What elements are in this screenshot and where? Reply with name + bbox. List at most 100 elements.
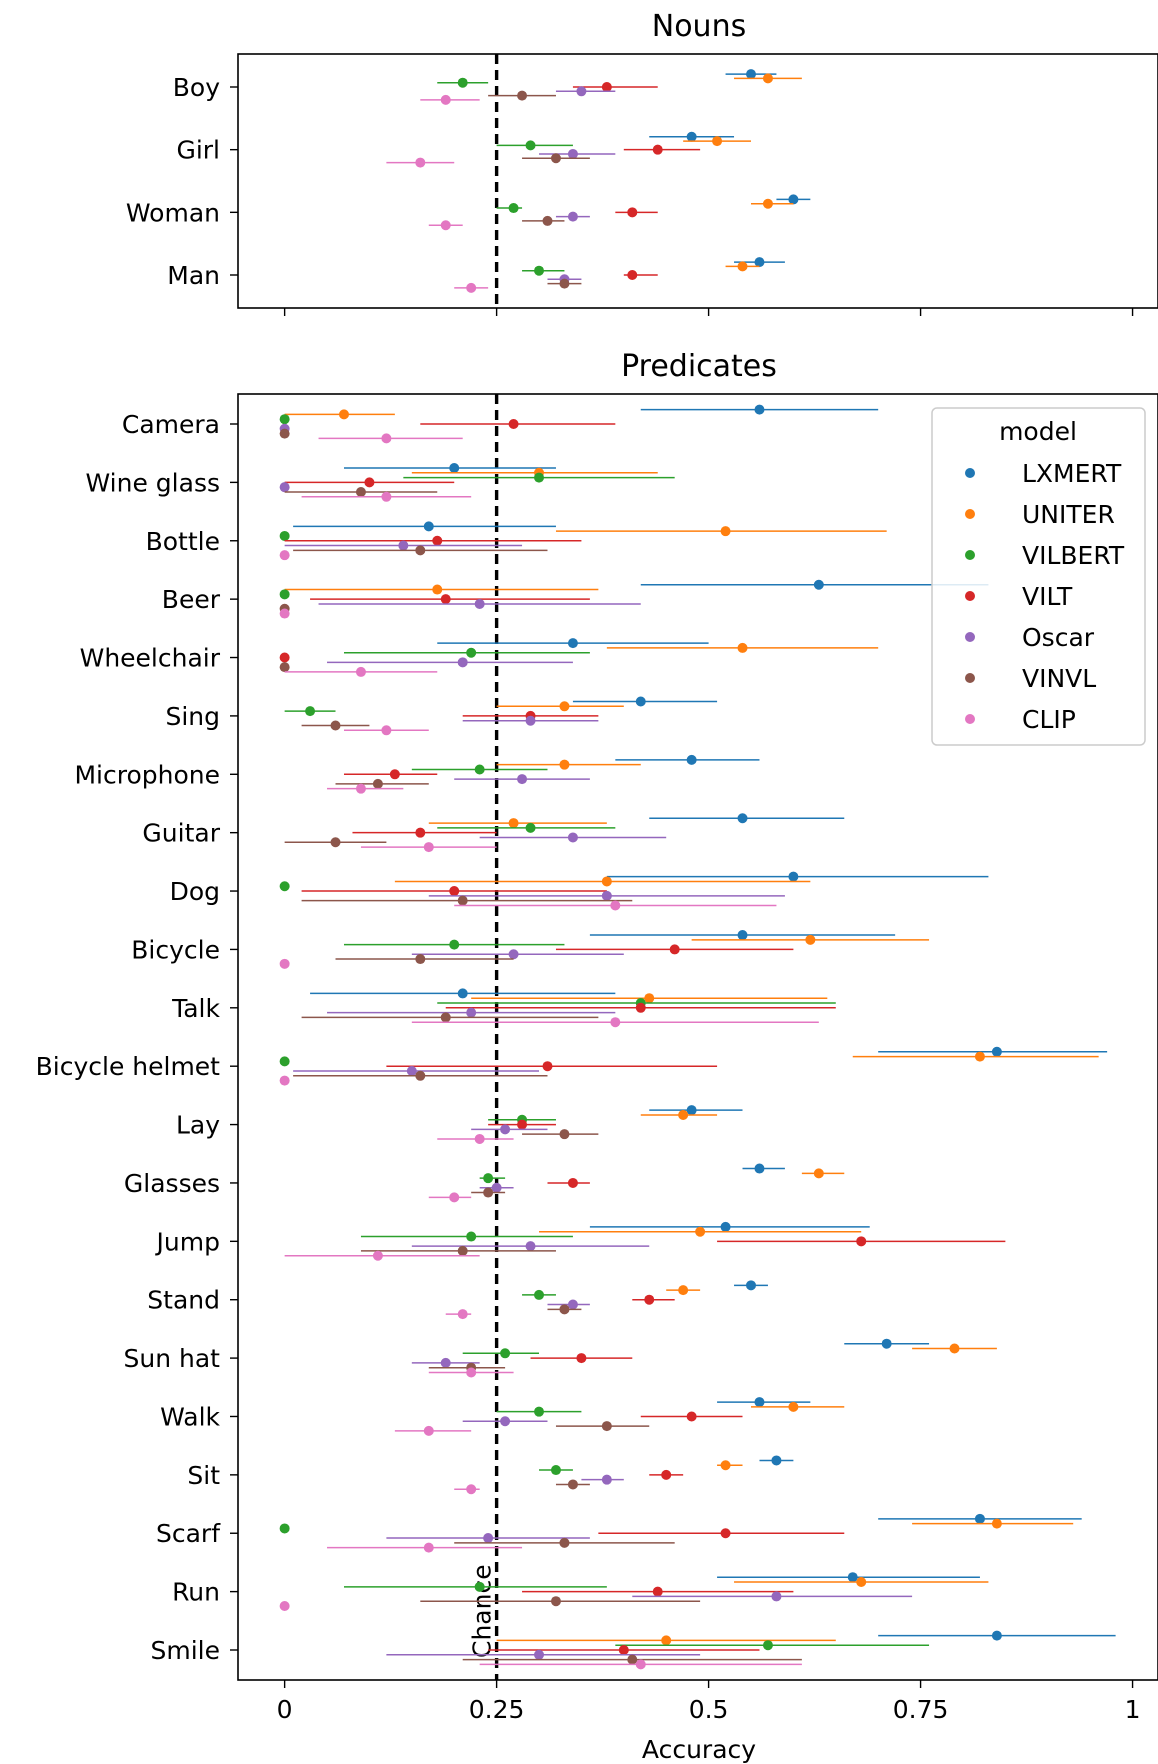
point-vilbert-bottle: [279, 530, 290, 541]
point-clip-microphone: [355, 783, 366, 794]
point-vilbert-wheelchair: [466, 647, 477, 658]
point-uniter-smile: [661, 1635, 672, 1646]
point-uniter-camera: [338, 409, 349, 420]
point-lxmert-sing: [635, 696, 646, 707]
point-uniter-talk: [644, 993, 655, 1004]
point-vilbert-smile: [762, 1640, 773, 1651]
point-lxmert-talk: [457, 988, 468, 999]
point-vilbert-sing: [305, 706, 316, 717]
category-label-wine-glass: Wine glass: [86, 468, 220, 497]
point-clip-boy: [440, 94, 451, 105]
point-clip-beer: [279, 608, 290, 619]
point-oscar-bottle: [398, 540, 409, 551]
point-uniter-sing: [559, 701, 570, 712]
point-clip-sit: [466, 1484, 477, 1495]
point-vinvl-camera: [279, 428, 290, 439]
point-clip-man: [466, 282, 477, 293]
point-vinvl-smile: [627, 1654, 638, 1665]
point-clip-bicycle-helmet: [279, 1075, 290, 1086]
predicates-frame: [237, 393, 1158, 1681]
x-tick-label-0-5: 0.5: [689, 1695, 729, 1724]
point-oscar-dog: [601, 890, 612, 901]
point-oscar-bicycle: [508, 949, 519, 960]
legend-marker-vinvl: [965, 673, 975, 683]
point-vinvl-glasses: [483, 1187, 494, 1198]
point-uniter-run: [856, 1577, 867, 1588]
point-clip-lay: [474, 1133, 485, 1144]
point-clip-guitar: [423, 842, 434, 853]
point-lxmert-boy: [745, 69, 756, 80]
category-label-wheelchair: Wheelchair: [80, 644, 221, 673]
category-label-jump: Jump: [155, 1227, 220, 1256]
point-uniter-dog: [601, 876, 612, 887]
category-label-sun-hat: Sun hat: [124, 1344, 221, 1373]
point-oscar-sun-hat: [440, 1357, 451, 1368]
point-vilbert-boy: [457, 77, 468, 88]
legend-marker-vilbert: [965, 550, 975, 560]
point-vilt-jump: [856, 1236, 867, 1247]
legend-marker-lxmert: [965, 468, 975, 478]
point-vilbert-sun-hat: [500, 1348, 511, 1359]
point-lxmert-smile: [991, 1630, 1002, 1641]
x-tick-label-1: 1: [1125, 1695, 1141, 1724]
point-uniter-wheelchair: [737, 642, 748, 653]
point-uniter-lay: [678, 1109, 689, 1120]
point-vinvl-man: [559, 278, 570, 289]
point-vinvl-wine-glass: [355, 486, 366, 497]
category-label-smile: Smile: [151, 1636, 221, 1665]
category-label-run: Run: [172, 1578, 220, 1607]
point-clip-wine-glass: [381, 491, 392, 502]
category-label-stand: Stand: [147, 1286, 220, 1315]
point-vinvl-stand: [559, 1304, 570, 1315]
point-vilbert-jump: [466, 1231, 477, 1242]
point-vinvl-microphone: [372, 778, 383, 789]
x-axis-label: Accuracy: [642, 1735, 756, 1764]
point-clip-woman: [440, 220, 451, 231]
point-vilt-lay: [517, 1119, 528, 1130]
category-label-bicycle-helmet: Bicycle helmet: [36, 1052, 221, 1081]
point-oscar-guitar: [567, 832, 578, 843]
point-clip-glasses: [449, 1192, 460, 1203]
point-uniter-jump: [695, 1226, 706, 1237]
point-oscar-stand: [567, 1299, 578, 1310]
point-vilbert-walk: [534, 1406, 545, 1417]
point-lxmert-stand: [745, 1280, 756, 1291]
point-uniter-man: [737, 261, 748, 272]
point-lxmert-walk: [754, 1397, 765, 1408]
point-vinvl-sing: [330, 720, 341, 731]
point-clip-bicycle: [279, 958, 290, 969]
category-label-woman: Woman: [126, 198, 220, 227]
point-vinvl-wheelchair: [279, 662, 290, 673]
point-oscar-lay: [500, 1124, 511, 1135]
point-uniter-woman: [762, 198, 773, 209]
legend-marker-clip: [965, 714, 975, 724]
category-label-sing: Sing: [165, 702, 220, 731]
point-vinvl-guitar: [330, 837, 341, 848]
point-vilbert-bicycle: [449, 939, 460, 950]
category-label-boy: Boy: [173, 73, 220, 102]
point-lxmert-woman: [788, 194, 799, 205]
point-lxmert-dog: [788, 871, 799, 882]
legend-label-vilt: VILT: [1022, 582, 1073, 611]
legend-marker-vilt: [965, 591, 975, 601]
point-vilbert-microphone: [474, 764, 485, 775]
point-vilbert-sit: [550, 1465, 561, 1476]
point-vilbert-run: [474, 1581, 485, 1592]
point-vilt-man: [627, 270, 638, 280]
x-tick-label-0-75: 0.75: [893, 1695, 949, 1724]
point-oscar-bicycle-helmet: [406, 1065, 417, 1076]
nouns-plot-area: Boy Girl Woman Man: [126, 54, 1134, 316]
point-lxmert-guitar: [737, 813, 748, 824]
predicates-plot-area: Camera Wine glass Bottle Beer Wheelchair Sing…: [36, 394, 1141, 1724]
nouns-frame: [237, 53, 1158, 309]
point-vinvl-girl: [550, 153, 561, 164]
category-label-girl: Girl: [176, 136, 220, 165]
point-uniter-bicycle-helmet: [974, 1051, 985, 1062]
point-uniter-stand: [678, 1285, 689, 1296]
point-vilt-bicycle: [669, 944, 680, 955]
point-vilt-camera: [508, 419, 519, 429]
point-lxmert-glasses: [754, 1163, 765, 1174]
legend-items: LXMERT UNITER VILBERT VILT Oscar VINVL CLIP: [965, 459, 1125, 734]
point-vinvl-scarf: [559, 1537, 570, 1548]
